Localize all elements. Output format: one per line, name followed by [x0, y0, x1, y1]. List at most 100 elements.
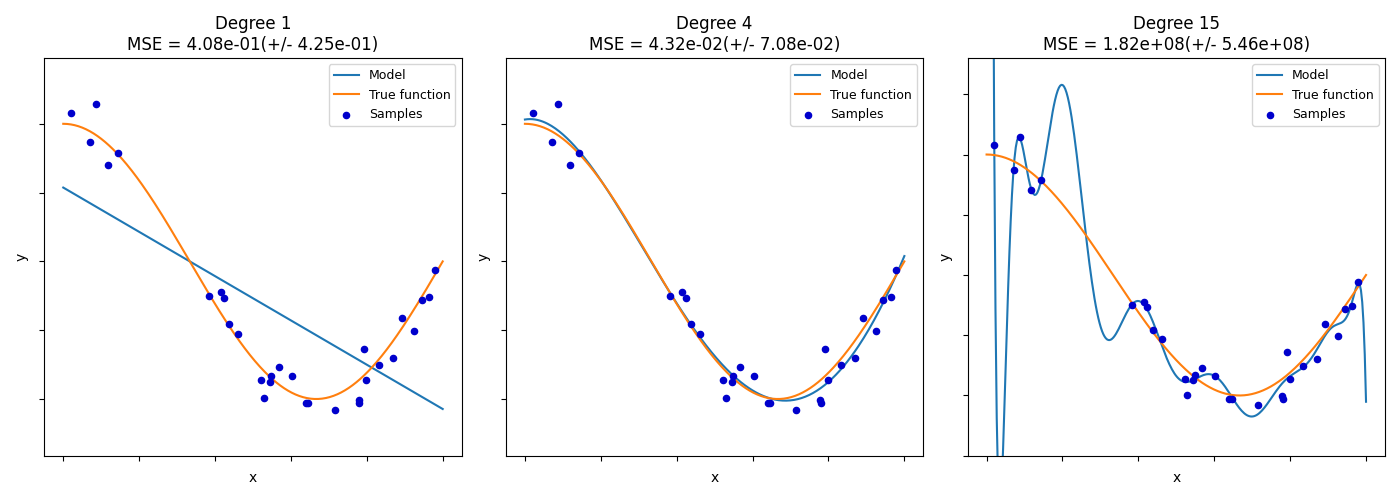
Samples	[297, 398, 319, 406]
Samples	[521, 108, 543, 116]
Samples	[680, 320, 703, 328]
Samples	[1221, 394, 1243, 402]
Model	[862, 322, 879, 328]
Samples	[410, 296, 433, 304]
Model	[280, 316, 297, 322]
Samples	[403, 327, 426, 335]
True function	[896, 258, 913, 264]
Samples	[97, 160, 119, 168]
Samples	[1278, 375, 1301, 383]
Samples	[1183, 372, 1205, 380]
Samples	[759, 398, 781, 406]
Samples	[1204, 372, 1226, 380]
Samples	[872, 296, 895, 304]
Model	[375, 371, 392, 377]
Samples	[323, 406, 346, 414]
Samples	[1182, 376, 1204, 384]
Samples	[1121, 302, 1144, 310]
Samples	[1271, 395, 1294, 403]
Samples	[659, 292, 682, 300]
Samples	[540, 138, 563, 145]
Model	[399, 386, 416, 392]
True function	[56, 121, 73, 127]
True function	[518, 121, 535, 127]
Model	[1211, 378, 1228, 384]
True function	[749, 392, 766, 398]
Samples	[1173, 375, 1196, 383]
Samples	[1271, 392, 1294, 400]
Samples	[1347, 278, 1369, 286]
Title: Degree 1
MSE = 4.08e-01(+/- 4.25e-01): Degree 1 MSE = 4.08e-01(+/- 4.25e-01)	[127, 15, 378, 54]
Model	[1323, 324, 1340, 330]
Line: True function: True function	[987, 154, 1366, 396]
Samples	[347, 396, 370, 404]
Samples	[983, 140, 1005, 148]
Model	[55, 184, 71, 190]
Samples	[809, 399, 832, 407]
Model	[1204, 372, 1221, 378]
Samples	[1291, 362, 1313, 370]
True function	[434, 258, 451, 264]
Samples	[711, 376, 734, 384]
True function	[980, 152, 997, 158]
Samples	[417, 293, 440, 301]
True function	[517, 121, 533, 127]
Samples	[353, 345, 375, 353]
Samples	[356, 376, 378, 384]
Samples	[281, 372, 304, 380]
True function	[979, 152, 995, 158]
Samples	[559, 160, 581, 168]
Model	[777, 398, 794, 404]
True function	[1323, 322, 1340, 328]
Model	[742, 386, 759, 392]
Samples	[1141, 326, 1163, 334]
Samples	[722, 372, 745, 380]
True function	[769, 396, 785, 402]
Legend: Model, True function, Samples: Model, True function, Samples	[329, 64, 455, 126]
Model	[522, 116, 539, 122]
Samples	[1275, 348, 1298, 356]
Model	[56, 186, 73, 192]
Samples	[260, 372, 283, 380]
X-axis label: x: x	[711, 471, 718, 485]
True function	[281, 388, 298, 394]
Samples	[671, 288, 693, 296]
Samples	[1151, 335, 1173, 343]
True function	[400, 315, 417, 321]
Samples	[227, 330, 249, 338]
Samples	[1030, 176, 1053, 184]
Y-axis label: y: y	[476, 253, 490, 261]
True function	[861, 315, 878, 321]
True function	[1211, 388, 1228, 394]
Model	[287, 320, 304, 326]
Samples	[1133, 298, 1155, 306]
Samples	[1218, 395, 1240, 403]
Samples	[568, 150, 591, 158]
Line: Model: Model	[525, 119, 904, 400]
Samples	[1002, 166, 1025, 174]
Model	[518, 116, 535, 122]
Samples	[253, 394, 276, 402]
Samples	[853, 314, 875, 322]
Samples	[1313, 320, 1336, 328]
Line: True function: True function	[63, 124, 442, 399]
True function	[55, 121, 71, 127]
X-axis label: x: x	[249, 471, 258, 485]
Samples	[714, 394, 736, 402]
True function	[280, 388, 297, 394]
Samples	[721, 378, 743, 386]
Y-axis label: y: y	[938, 253, 952, 261]
Line: Model: Model	[63, 188, 442, 409]
Title: Degree 4
MSE = 4.32e-02(+/- 7.08e-02): Degree 4 MSE = 4.32e-02(+/- 7.08e-02)	[589, 15, 840, 54]
Samples	[382, 354, 405, 362]
Samples	[1334, 304, 1357, 312]
Samples	[844, 354, 867, 362]
Samples	[756, 399, 778, 407]
Samples	[218, 320, 241, 328]
Model	[517, 116, 533, 122]
Samples	[106, 150, 129, 158]
Samples	[885, 266, 907, 274]
Model	[743, 387, 760, 393]
Model	[1205, 372, 1222, 378]
Samples	[349, 399, 371, 407]
